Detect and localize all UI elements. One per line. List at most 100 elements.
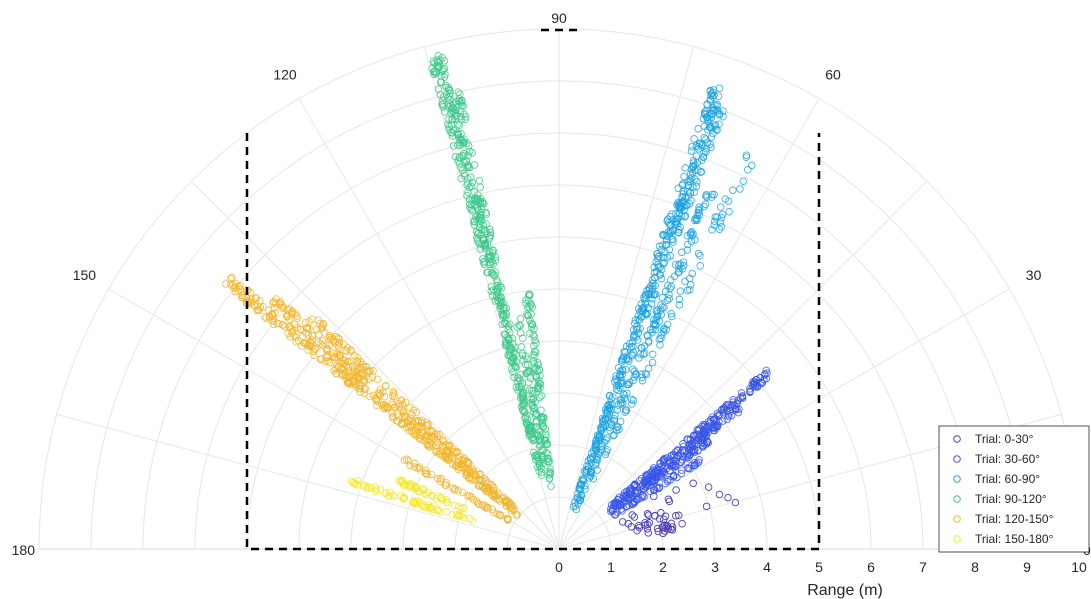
- data-point: [642, 471, 650, 480]
- data-point: [632, 495, 641, 504]
- data-point: [725, 207, 733, 216]
- data-point: [711, 217, 719, 226]
- data-point: [365, 483, 373, 491]
- data-point: [534, 381, 543, 390]
- data-point: [605, 405, 614, 413]
- data-point: [358, 361, 367, 369]
- data-point: [650, 486, 659, 494]
- data-point: [736, 185, 744, 193]
- data-point: [581, 485, 589, 493]
- data-point: [463, 181, 471, 189]
- data-point: [611, 411, 619, 420]
- data-point: [397, 397, 406, 405]
- data-point: [316, 339, 325, 348]
- data-point: [691, 446, 699, 454]
- data-point: [492, 288, 500, 296]
- data-point: [675, 301, 684, 309]
- data-point: [288, 329, 296, 337]
- data-point: [710, 221, 718, 229]
- data-point: [667, 282, 676, 291]
- data-point: [523, 355, 531, 363]
- data-point: [497, 511, 505, 520]
- data-point: [666, 227, 675, 236]
- data-point: [678, 519, 686, 528]
- data-point: [531, 336, 539, 345]
- data-point: [380, 392, 389, 401]
- data-point: [231, 279, 240, 288]
- data-point: [666, 252, 674, 260]
- data-point: [537, 415, 546, 424]
- r-tick-label: 4: [763, 559, 771, 575]
- data-point: [653, 254, 662, 263]
- data-point: [517, 384, 525, 393]
- data-point: [761, 370, 769, 378]
- data-point: [400, 456, 409, 464]
- data-point: [407, 427, 416, 435]
- r-tick-label: 6: [867, 559, 875, 575]
- data-point: [371, 487, 380, 496]
- data-point: [523, 303, 532, 311]
- data-point: [373, 375, 382, 383]
- data-point: [526, 423, 535, 432]
- data-point: [459, 138, 468, 147]
- data-point: [376, 485, 385, 493]
- data-point: [695, 205, 704, 214]
- data-point: [451, 108, 460, 117]
- data-point: [415, 465, 423, 473]
- data-point: [680, 172, 688, 181]
- data-point: [715, 410, 724, 419]
- data-point: [605, 392, 614, 400]
- data-point: [479, 221, 488, 230]
- data-point: [683, 231, 692, 240]
- data-point: [738, 392, 747, 400]
- legend-label: Trial: 30-60°: [975, 452, 1040, 466]
- data-point: [527, 394, 535, 403]
- data-point: [469, 495, 477, 504]
- data-point: [611, 510, 620, 519]
- r-tick-label: 8: [971, 559, 979, 575]
- data-point: [531, 351, 539, 360]
- data-point: [398, 400, 407, 409]
- data-point: [601, 415, 610, 424]
- data-point: [635, 523, 644, 532]
- data-point: [577, 491, 586, 500]
- data-point: [512, 358, 521, 366]
- data-point: [331, 353, 340, 362]
- data-point: [416, 488, 424, 496]
- data-point: [603, 446, 611, 454]
- data-point: [402, 423, 410, 432]
- data-point: [523, 311, 532, 320]
- data-point: [611, 499, 619, 507]
- data-point: [687, 147, 696, 155]
- data-point: [338, 371, 347, 379]
- data-point: [532, 372, 540, 381]
- data-point: [334, 353, 342, 362]
- data-point: [382, 381, 390, 390]
- data-point: [415, 434, 424, 443]
- data-point: [742, 153, 751, 161]
- data-point: [615, 493, 623, 501]
- data-point: [510, 361, 519, 370]
- data-point: [241, 292, 249, 300]
- data-point: [381, 402, 390, 410]
- data-point: [691, 236, 699, 244]
- data-point: [641, 369, 649, 378]
- data-point: [262, 314, 270, 322]
- series-3: [428, 51, 555, 490]
- data-point: [536, 435, 544, 443]
- data-point: [420, 489, 429, 498]
- data-point: [653, 250, 661, 258]
- data-point: [719, 112, 727, 121]
- data-point: [292, 338, 300, 346]
- data-point: [447, 121, 456, 129]
- data-point: [474, 499, 482, 508]
- data-point: [399, 409, 408, 417]
- r-tick-label: 1: [607, 559, 615, 575]
- grid-spoke: [190, 180, 560, 550]
- data-point: [717, 222, 726, 231]
- data-point: [598, 445, 606, 454]
- data-point: [529, 331, 538, 339]
- data-point: [501, 319, 509, 328]
- data-point: [659, 523, 667, 532]
